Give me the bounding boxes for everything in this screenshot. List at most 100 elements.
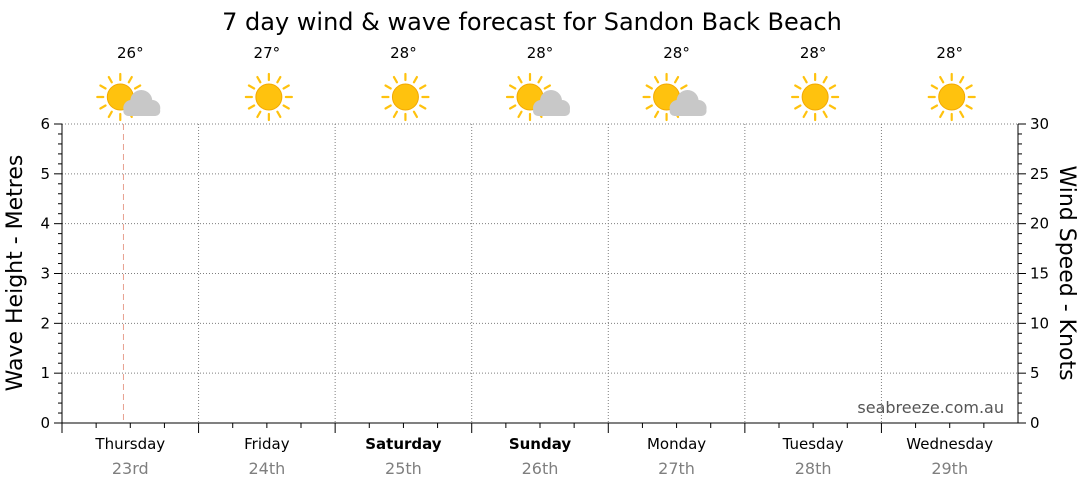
sun-ray	[965, 104, 973, 110]
sun-ray	[543, 84, 552, 90]
y-left-tick-label: 4	[40, 215, 50, 233]
day-label: Friday	[244, 435, 290, 453]
sun-ray	[930, 84, 939, 90]
sun-ray	[653, 75, 660, 84]
day-label: Saturday	[365, 435, 442, 453]
sunny-icon	[381, 72, 430, 122]
y-left-tick-label: 3	[40, 265, 50, 283]
cloud-shape	[669, 90, 707, 116]
sun-ray	[517, 75, 523, 84]
sun-shape	[927, 72, 976, 122]
sun-ray	[282, 84, 290, 90]
sun-ray	[673, 75, 680, 84]
sun-disc	[938, 83, 966, 111]
weather-icons: 26° 27° 28° 28° 28° 28° 28°	[96, 44, 976, 122]
sun-shape	[791, 72, 840, 122]
sun-disc	[801, 83, 829, 111]
sun-ray	[939, 110, 945, 119]
y-right-tick-label: 0	[1030, 414, 1040, 432]
axes: 0 1 2 3 4 5 6 0 5 10 15 20 25 30	[40, 115, 1049, 433]
partly-cloudy-icon	[96, 72, 161, 122]
sun-ray	[247, 104, 256, 110]
temperature-label: 28°	[800, 44, 827, 62]
sun-ray	[794, 104, 802, 110]
y-right-tick-label: 5	[1030, 364, 1040, 382]
grid	[62, 123, 1018, 423]
y-axis-left-title: Wave Height - Metres	[3, 155, 28, 392]
sun-ray	[412, 75, 419, 84]
sun-ray	[392, 75, 399, 84]
cloud-base	[123, 106, 161, 116]
sun-ray	[276, 75, 282, 84]
y-left-tick-label: 6	[40, 115, 50, 133]
partly-cloudy-icon	[505, 72, 570, 122]
sun-ray	[930, 104, 939, 110]
sunny-icon	[791, 72, 840, 122]
chart-title: 7 day wind & wave forecast for Sandon Ba…	[222, 8, 842, 36]
cloud-shape	[123, 90, 161, 116]
sun-ray	[959, 110, 965, 119]
y-left-tick-label: 5	[40, 165, 50, 183]
sun-ray	[680, 84, 688, 90]
day-label: Sunday	[509, 435, 572, 453]
cloud-shape	[533, 90, 570, 116]
sun-ray	[282, 104, 290, 110]
sun-ray	[645, 84, 653, 90]
sunny-icon	[927, 72, 976, 122]
sun-ray	[256, 110, 262, 119]
day-label: Monday	[647, 435, 706, 453]
y-axis-right-title: Wind Speed - Knots	[1054, 165, 1079, 380]
date-label: 25th	[385, 459, 422, 478]
temperature-label: 28°	[527, 44, 554, 62]
sun-ray	[107, 110, 113, 119]
date-label: 24th	[248, 459, 285, 478]
y-left-tick-label: 1	[40, 364, 50, 382]
sun-ray	[107, 75, 113, 84]
sun-ray	[392, 110, 399, 119]
sun-ray	[653, 110, 660, 119]
sun-ray	[508, 104, 517, 110]
sun-ray	[965, 84, 973, 90]
day-label: Wednesday	[906, 435, 993, 453]
sun-ray	[802, 110, 808, 119]
day-labels: Thursday 23rd Friday 24th Saturday 25th Sunday…	[94, 435, 993, 478]
temperature-label: 28°	[663, 44, 690, 62]
sun-ray	[939, 75, 945, 84]
sun-disc	[255, 83, 283, 111]
temperature-label: 28°	[936, 44, 963, 62]
y-right-tick-label: 20	[1030, 215, 1049, 233]
sun-disc	[391, 83, 419, 111]
sunny-icon	[244, 72, 293, 122]
cloud-base	[669, 106, 707, 116]
sun-ray	[384, 104, 392, 110]
sun-ray	[828, 104, 837, 110]
sun-ray	[99, 84, 107, 90]
sun-ray	[537, 75, 543, 84]
y-left-tick-label: 2	[40, 314, 50, 332]
sun-ray	[794, 84, 802, 90]
sun-ray	[419, 104, 427, 110]
day-label: Thursday	[94, 435, 165, 453]
day-label: Tuesday	[782, 435, 844, 453]
sun-ray	[802, 75, 808, 84]
date-label: 28th	[795, 459, 832, 478]
y-right-tick-label: 30	[1030, 115, 1049, 133]
partly-cloudy-icon	[642, 72, 707, 122]
y-right-tick-label: 10	[1030, 314, 1049, 332]
sun-ray	[959, 75, 965, 84]
sun-ray	[645, 104, 653, 110]
y-left-tick-label: 0	[40, 414, 50, 432]
sun-ray	[384, 84, 392, 90]
sun-ray	[822, 110, 828, 119]
sun-ray	[133, 84, 142, 90]
sun-ray	[419, 84, 427, 90]
sun-shape	[381, 72, 430, 122]
y-right-tick-label: 15	[1030, 265, 1049, 283]
sun-ray	[517, 110, 523, 119]
sun-ray	[256, 75, 262, 84]
date-label: 27th	[658, 459, 695, 478]
y-right-tick-label: 25	[1030, 165, 1049, 183]
temperature-label: 26°	[117, 44, 144, 62]
temperature-label: 27°	[254, 44, 281, 62]
